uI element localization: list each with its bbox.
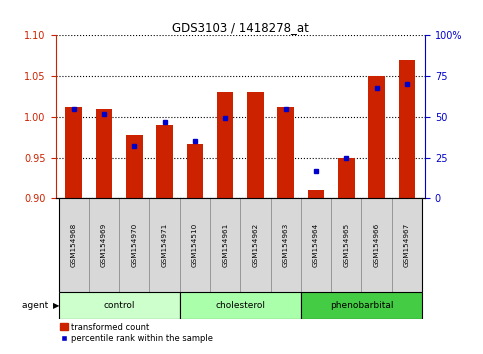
Text: GSM154510: GSM154510 xyxy=(192,223,198,267)
Text: GSM154967: GSM154967 xyxy=(404,223,410,267)
Text: GSM154965: GSM154965 xyxy=(343,223,349,267)
Text: control: control xyxy=(103,301,135,310)
Text: cholesterol: cholesterol xyxy=(215,301,265,310)
Bar xyxy=(186,144,203,198)
Text: GSM154962: GSM154962 xyxy=(253,223,258,267)
Text: ▶: ▶ xyxy=(53,301,59,310)
Bar xyxy=(65,107,82,198)
Bar xyxy=(89,198,119,292)
Bar xyxy=(398,60,415,198)
Bar xyxy=(58,292,180,319)
Bar xyxy=(301,198,331,292)
Text: GSM154961: GSM154961 xyxy=(222,223,228,267)
Bar xyxy=(58,198,89,292)
Bar xyxy=(368,76,385,198)
Text: GSM154970: GSM154970 xyxy=(131,223,137,267)
Bar xyxy=(180,292,301,319)
Bar xyxy=(308,190,325,198)
Text: phenobarbital: phenobarbital xyxy=(330,301,393,310)
Bar xyxy=(392,198,422,292)
Text: agent: agent xyxy=(22,301,51,310)
Title: GDS3103 / 1418278_at: GDS3103 / 1418278_at xyxy=(172,21,309,34)
Text: GSM154963: GSM154963 xyxy=(283,223,289,267)
Bar xyxy=(156,125,173,198)
Bar xyxy=(217,92,233,198)
Bar xyxy=(210,198,241,292)
Text: GSM154969: GSM154969 xyxy=(101,223,107,267)
Bar xyxy=(180,198,210,292)
Text: GSM154968: GSM154968 xyxy=(71,223,77,267)
Text: GSM154966: GSM154966 xyxy=(373,223,380,267)
Bar xyxy=(301,292,422,319)
Legend: transformed count, percentile rank within the sample: transformed count, percentile rank withi… xyxy=(60,323,213,343)
Bar xyxy=(96,109,113,198)
Bar xyxy=(270,198,301,292)
Bar xyxy=(241,198,270,292)
Bar xyxy=(361,198,392,292)
Bar xyxy=(338,158,355,198)
Text: GSM154964: GSM154964 xyxy=(313,223,319,267)
Bar xyxy=(126,135,142,198)
Bar xyxy=(247,92,264,198)
Bar xyxy=(119,198,149,292)
Bar xyxy=(149,198,180,292)
Text: GSM154971: GSM154971 xyxy=(162,223,168,267)
Bar xyxy=(277,107,294,198)
Bar xyxy=(331,198,361,292)
